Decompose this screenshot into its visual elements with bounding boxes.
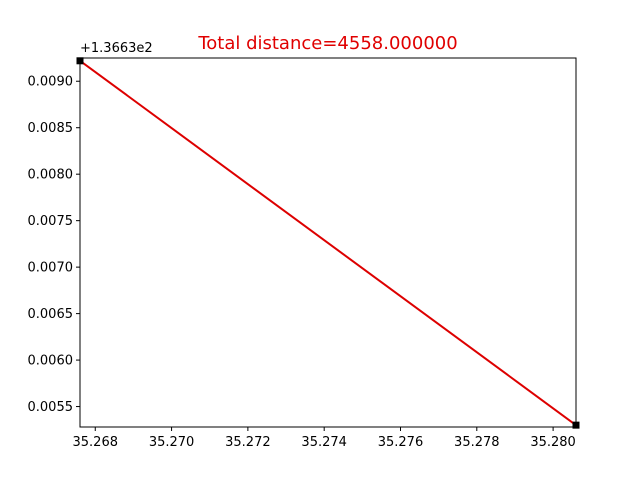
y-tick-label: 0.0080	[28, 168, 74, 183]
y-tick-label: 0.0065	[28, 307, 74, 322]
series-line	[79, 59, 577, 426]
chart-title: Total distance=4558.000000	[197, 33, 457, 54]
y-tick-label: 0.0060	[28, 354, 74, 369]
plot-area-frame	[79, 57, 577, 428]
x-tick-label: 35.272	[225, 435, 271, 450]
x-tick-label: 35.268	[73, 435, 119, 450]
x-tick-label: 35.276	[378, 435, 424, 450]
x-tick-label: 35.270	[149, 435, 195, 450]
y-tick-label: 0.0090	[28, 75, 74, 90]
y-axis-offset-label: +1.3663e2	[80, 41, 153, 56]
y-tick-label: 0.0085	[28, 121, 74, 136]
x-tick-label: 35.274	[301, 435, 347, 450]
y-axis: 0.0055 0.0060 0.0065 0.0070 0.0075 0.0080 0.00…	[28, 75, 80, 415]
y-tick-label: 0.0070	[28, 261, 74, 276]
x-axis: 35.268 35.270 35.272 35.274 35.276 35.278 35.2…	[73, 427, 576, 450]
y-tick-label: 0.0075	[28, 214, 74, 229]
x-tick-label: 35.278	[454, 435, 500, 450]
x-tick-label: 35.280	[530, 435, 576, 450]
y-tick-label: 0.0055	[28, 400, 74, 415]
